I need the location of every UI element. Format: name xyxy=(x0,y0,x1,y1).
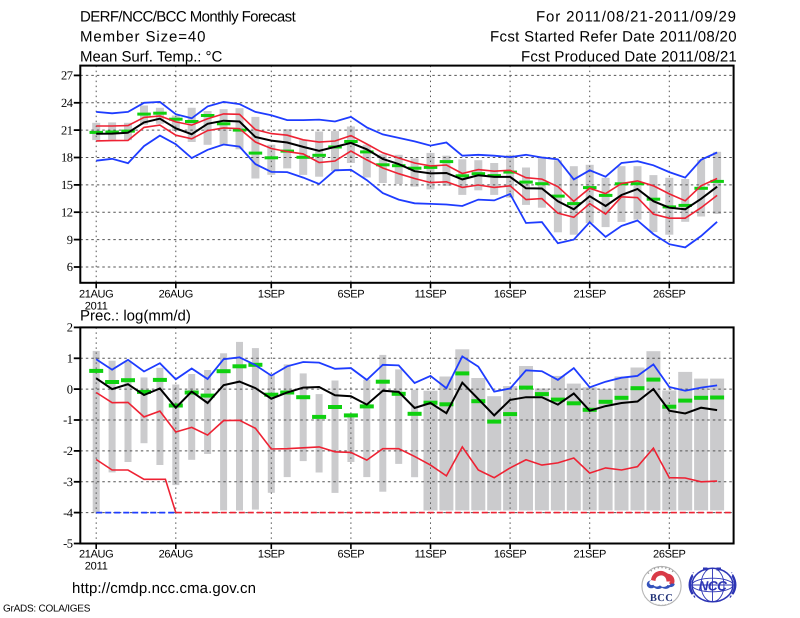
svg-text:6SEP: 6SEP xyxy=(338,549,365,561)
svg-text:1: 1 xyxy=(67,352,73,366)
svg-text:2: 2 xyxy=(67,321,73,335)
svg-text:16SEP: 16SEP xyxy=(494,289,527,301)
svg-text:26AUG: 26AUG xyxy=(159,549,193,561)
svg-text:-4: -4 xyxy=(63,506,74,520)
svg-text:26SEP: 26SEP xyxy=(653,289,686,301)
svg-text:0: 0 xyxy=(67,382,73,396)
svg-text:NCC: NCC xyxy=(699,579,727,594)
svg-text:6: 6 xyxy=(67,260,73,274)
svg-text:12: 12 xyxy=(61,205,73,219)
svg-text:21AUG: 21AUG xyxy=(79,549,113,561)
svg-text:21AUG: 21AUG xyxy=(79,289,113,301)
svg-text:27: 27 xyxy=(61,69,73,83)
svg-text:6SEP: 6SEP xyxy=(338,289,365,301)
svg-text:16SEP: 16SEP xyxy=(494,549,527,561)
svg-text:For 2011/08/21-2011/09/29: For 2011/08/21-2011/09/29 xyxy=(536,9,737,26)
svg-text:Fcst Started Refer Date 2011/0: Fcst Started Refer Date 2011/08/20 xyxy=(490,29,737,46)
svg-text:http://cmdp.ncc.cma.gov.cn: http://cmdp.ncc.cma.gov.cn xyxy=(72,580,256,597)
svg-text:11SEP: 11SEP xyxy=(415,549,447,561)
svg-text:15: 15 xyxy=(61,178,73,192)
svg-text:DERF/NCC/BCC Monthly Forecast: DERF/NCC/BCC Monthly Forecast xyxy=(80,9,297,26)
svg-text:1SEP: 1SEP xyxy=(258,289,285,301)
svg-text:24: 24 xyxy=(61,96,74,110)
svg-text:Mean Surf. Temp.: °C: Mean Surf. Temp.: °C xyxy=(80,49,222,66)
svg-text:-5: -5 xyxy=(63,537,73,551)
svg-text:-1: -1 xyxy=(63,413,73,427)
svg-text:21: 21 xyxy=(61,123,73,137)
svg-text:9: 9 xyxy=(67,233,73,247)
svg-text:26SEP: 26SEP xyxy=(653,549,686,561)
svg-text:Prec.: log(mm/d): Prec.: log(mm/d) xyxy=(80,308,191,325)
svg-text:26AUG: 26AUG xyxy=(159,289,193,301)
svg-text:2011: 2011 xyxy=(85,301,108,313)
svg-text:21SEP: 21SEP xyxy=(573,549,606,561)
svg-text:18: 18 xyxy=(61,151,73,165)
svg-text:1SEP: 1SEP xyxy=(258,549,285,561)
svg-text:GrADS: COLA/IGES: GrADS: COLA/IGES xyxy=(3,604,91,615)
svg-text:2011: 2011 xyxy=(85,561,108,573)
svg-text:11SEP: 11SEP xyxy=(415,289,447,301)
svg-text:Member Size=40: Member Size=40 xyxy=(80,29,206,46)
svg-text:BCC: BCC xyxy=(650,593,673,604)
svg-text:-3: -3 xyxy=(63,475,73,489)
svg-text:Fcst Produced Date 2011/08/21: Fcst Produced Date 2011/08/21 xyxy=(521,49,737,66)
svg-text:21SEP: 21SEP xyxy=(573,289,606,301)
svg-text:-2: -2 xyxy=(63,444,73,458)
